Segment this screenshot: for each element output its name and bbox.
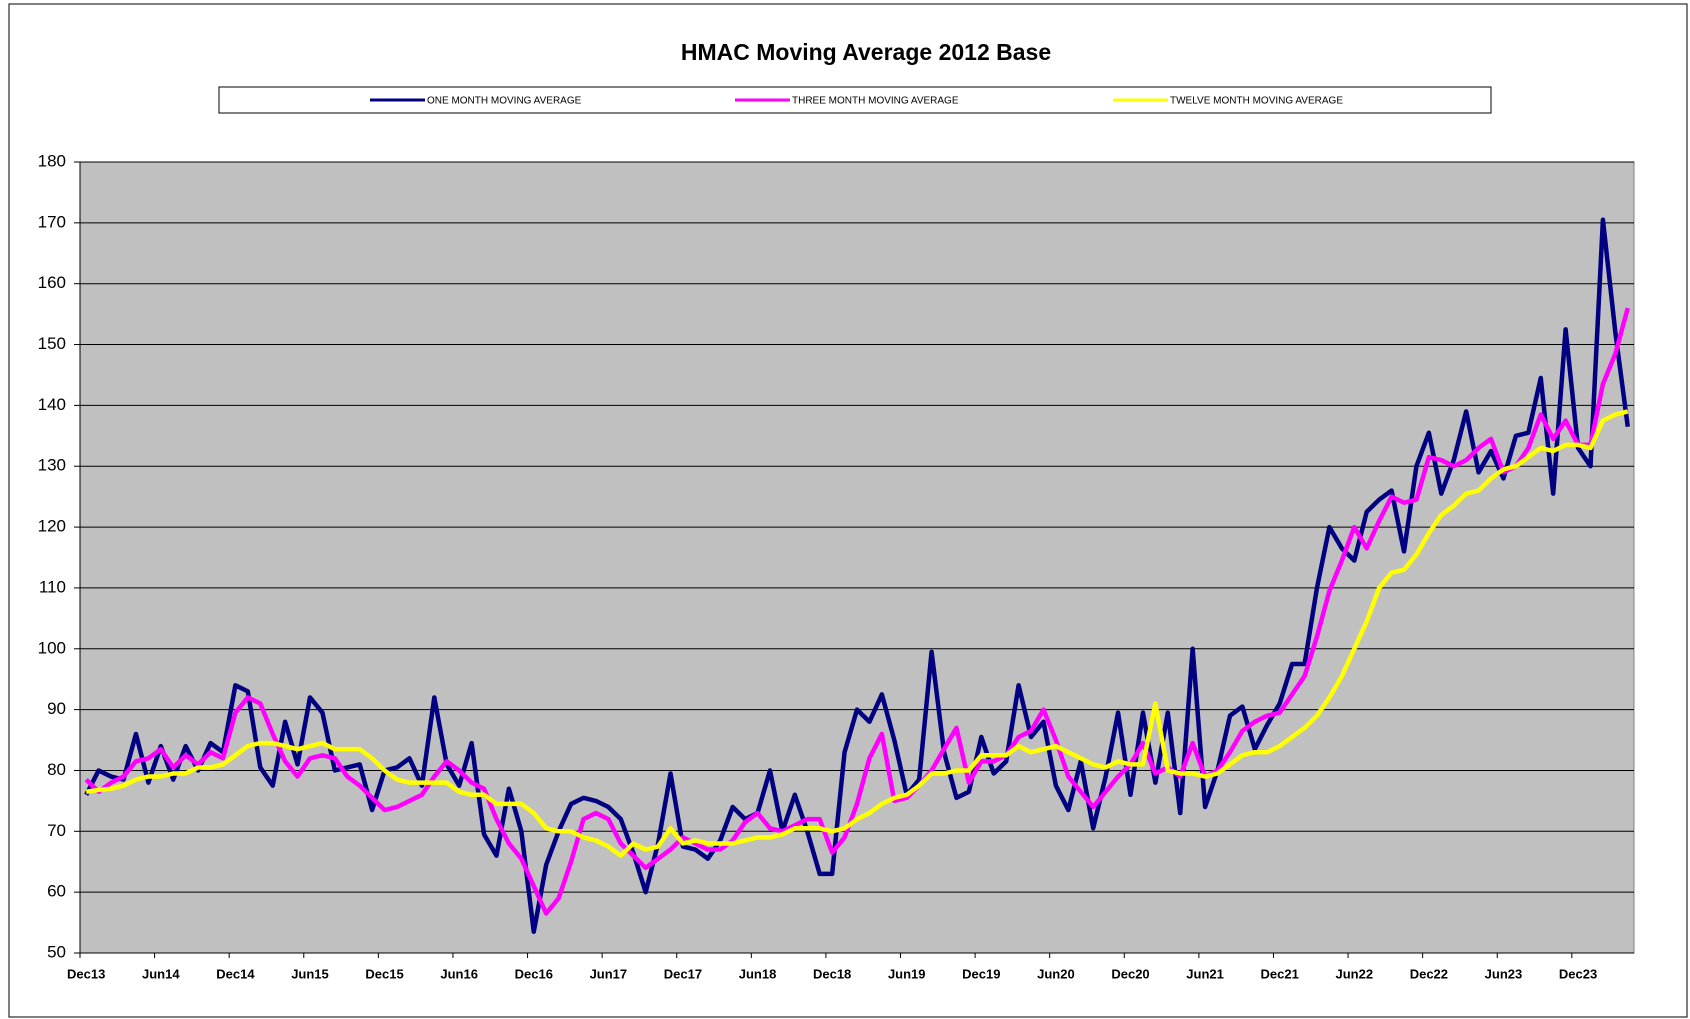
legend	[218, 86, 1492, 114]
y-tick-label: 70	[47, 821, 66, 840]
x-tick-label: Dec19	[962, 966, 1000, 981]
x-tick-label: Jun20	[1037, 966, 1075, 981]
x-tick-label: Dec13	[67, 966, 105, 981]
series-line	[84, 307, 1630, 916]
y-tick-label: 160	[38, 273, 66, 292]
x-tick-label: Dec21	[1261, 966, 1299, 981]
plot-area	[79, 161, 1635, 954]
y-tick-label: 60	[47, 882, 66, 901]
x-tick-label: Jun21	[1186, 966, 1224, 981]
x-tick-label: Jun15	[291, 966, 329, 981]
y-tick-label: 50	[47, 942, 66, 961]
series-line	[85, 409, 1629, 858]
legend-label: TWELVE MONTH MOVING AVERAGE	[1170, 96, 1343, 107]
x-tick-label: Dec20	[1111, 966, 1149, 981]
legend-label: ONE MONTH MOVING AVERAGE	[427, 96, 582, 107]
x-tick-label: Dec23	[1559, 966, 1597, 981]
y-tick-label: 110	[39, 577, 66, 596]
x-tick-label: Dec18	[813, 966, 851, 981]
x-tick-label: Jun19	[888, 966, 926, 981]
y-tick-label: 120	[38, 517, 66, 536]
y-tick-label: 180	[38, 151, 66, 170]
x-tick-label: Jun18	[739, 966, 777, 981]
x-tick-label: Jun23	[1485, 966, 1523, 981]
y-tick-label: 100	[38, 638, 66, 657]
x-tick-label: Dec15	[365, 966, 403, 981]
x-tick-label: Jun22	[1335, 966, 1373, 981]
y-tick-label: 170	[38, 212, 66, 231]
x-tick-label: Dec16	[515, 966, 553, 981]
y-tick-label: 140	[38, 395, 66, 414]
x-tick-label: Dec17	[664, 966, 702, 981]
y-tick-label: 80	[47, 760, 66, 779]
y-tick-label: 150	[38, 334, 66, 353]
chart-title: HMAC Moving Average 2012 Base	[681, 39, 1051, 65]
y-tick-label: 130	[38, 456, 66, 475]
x-tick-label: Jun14	[142, 966, 180, 981]
x-tick-label: Jun16	[440, 966, 478, 981]
x-tick-label: Jun17	[590, 966, 628, 981]
y-tick-label: 90	[47, 699, 66, 718]
x-tick-label: Dec22	[1410, 966, 1448, 981]
legend-label: THREE MONTH MOVING AVERAGE	[792, 96, 959, 107]
x-tick-label: Dec14	[216, 966, 255, 981]
